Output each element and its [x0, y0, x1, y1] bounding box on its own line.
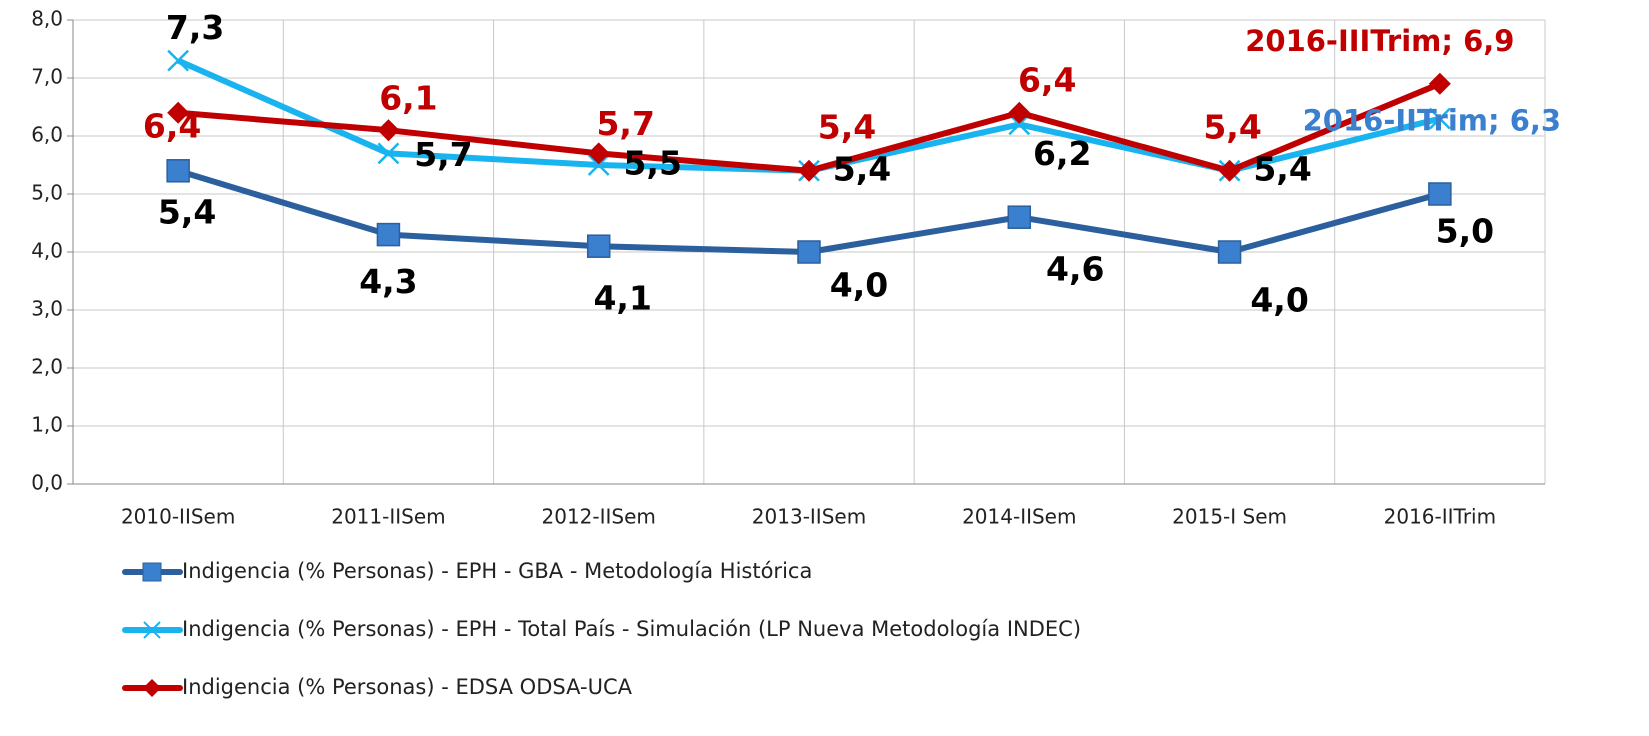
- data-label: 4,6: [1046, 250, 1104, 289]
- point: [377, 142, 400, 165]
- point: [167, 101, 190, 124]
- data-label: 5,5: [623, 144, 681, 183]
- data-label: 6,4: [1018, 60, 1076, 99]
- y-tick-label: 4,0: [31, 239, 63, 263]
- y-tick-label: 6,0: [31, 123, 63, 147]
- data-label: 5,4: [1253, 149, 1311, 188]
- x-tick-label: 2012-IISem: [542, 505, 656, 529]
- point: [797, 240, 821, 264]
- point: [586, 234, 611, 258]
- y-tick-label: 0,0: [31, 471, 63, 495]
- data-label: 5,7: [596, 104, 654, 143]
- legend-label: Indigencia (% Personas) - EPH - Total Pa…: [182, 617, 1081, 641]
- legend-marker: [143, 679, 161, 697]
- x-tick-label: 2011-IISem: [331, 505, 445, 529]
- legend-marker: [143, 621, 161, 639]
- data-label: 6,2: [1033, 134, 1091, 173]
- series-line: [177, 167, 1441, 255]
- point: [1007, 205, 1032, 229]
- data-label: 5,4: [1203, 107, 1261, 146]
- point: [1218, 159, 1241, 182]
- x-tick-label: 2010-IISem: [121, 505, 235, 529]
- point: [1428, 107, 1451, 130]
- point: [587, 154, 610, 176]
- data-label: 6,4: [143, 106, 201, 145]
- data-label: 5,4: [818, 107, 876, 146]
- point: [1428, 182, 1452, 206]
- y-tick-label: 8,0: [31, 7, 63, 31]
- point: [1217, 240, 1242, 264]
- data-label: 6,1: [379, 79, 437, 118]
- data-label: 5,7: [414, 135, 472, 174]
- point: [377, 119, 400, 142]
- data-label: 4,1: [593, 279, 651, 318]
- point: [798, 159, 820, 182]
- legend-label: Indigencia (% Personas) - EDSA ODSA-UCA: [182, 675, 633, 699]
- y-tick-label: 5,0: [31, 181, 63, 205]
- point: [1008, 101, 1031, 124]
- point: [1428, 72, 1451, 95]
- x-tick-label: 2014-IISem: [962, 505, 1076, 529]
- y-tick-label: 3,0: [31, 297, 63, 321]
- legend-label: Indigencia (% Personas) - EPH - GBA - Me…: [182, 559, 812, 583]
- data-label: 4,3: [359, 262, 417, 301]
- data-label: 4,0: [830, 266, 888, 305]
- data-label: 2016-IITrim; 6,3: [1303, 104, 1561, 138]
- y-tick-label: 2,0: [31, 355, 63, 379]
- point: [376, 222, 401, 247]
- x-tick-label: 2016-IITrim: [1384, 505, 1496, 529]
- legend-marker: [142, 562, 162, 582]
- point: [587, 142, 610, 165]
- data-label: 5,0: [1436, 212, 1494, 251]
- point: [166, 159, 190, 183]
- y-tick-label: 7,0: [31, 65, 63, 89]
- data-label: 2016-IIITrim; 6,9: [1245, 24, 1514, 58]
- x-tick-label: 2013-IISem: [752, 505, 866, 529]
- point: [167, 49, 190, 72]
- data-label: 7,3: [166, 8, 224, 47]
- data-label: 4,0: [1250, 281, 1308, 320]
- data-label: 5,4: [158, 192, 216, 231]
- y-tick-label: 1,0: [31, 413, 63, 437]
- data-label: 5,4: [833, 149, 891, 188]
- x-tick-label: 2015-I Sem: [1172, 505, 1287, 529]
